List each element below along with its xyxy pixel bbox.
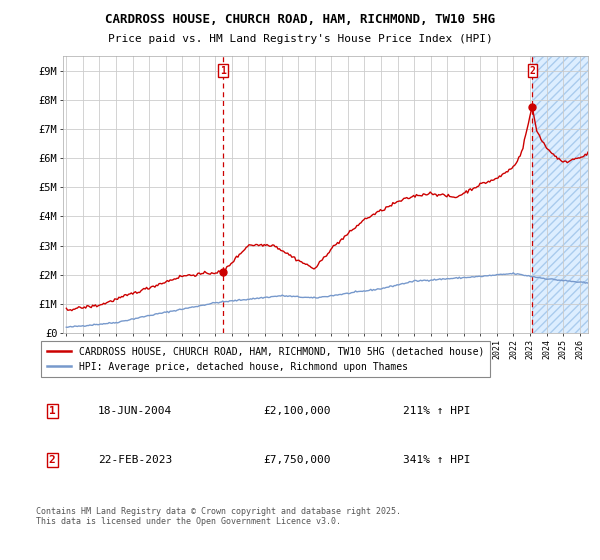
Text: 2: 2 [49, 455, 56, 465]
Bar [532, 56, 593, 333]
Bar [532, 56, 593, 333]
Text: 2: 2 [529, 66, 535, 76]
Text: 22-FEB-2023: 22-FEB-2023 [98, 455, 172, 465]
Text: £2,100,000: £2,100,000 [263, 406, 330, 416]
Legend: CARDROSS HOUSE, CHURCH ROAD, HAM, RICHMOND, TW10 5HG (detached house), HPI: Aver: CARDROSS HOUSE, CHURCH ROAD, HAM, RICHMO… [41, 341, 490, 377]
Text: 1: 1 [220, 66, 226, 76]
Text: Price paid vs. HM Land Registry's House Price Index (HPI): Price paid vs. HM Land Registry's House … [107, 34, 493, 44]
Text: 1: 1 [49, 406, 56, 416]
Text: Contains HM Land Registry data © Crown copyright and database right 2025.
This d: Contains HM Land Registry data © Crown c… [36, 507, 401, 526]
Text: £7,750,000: £7,750,000 [263, 455, 330, 465]
Text: 341% ↑ HPI: 341% ↑ HPI [403, 455, 471, 465]
Text: 211% ↑ HPI: 211% ↑ HPI [403, 406, 471, 416]
Text: 18-JUN-2004: 18-JUN-2004 [98, 406, 172, 416]
Text: CARDROSS HOUSE, CHURCH ROAD, HAM, RICHMOND, TW10 5HG: CARDROSS HOUSE, CHURCH ROAD, HAM, RICHMO… [105, 13, 495, 26]
